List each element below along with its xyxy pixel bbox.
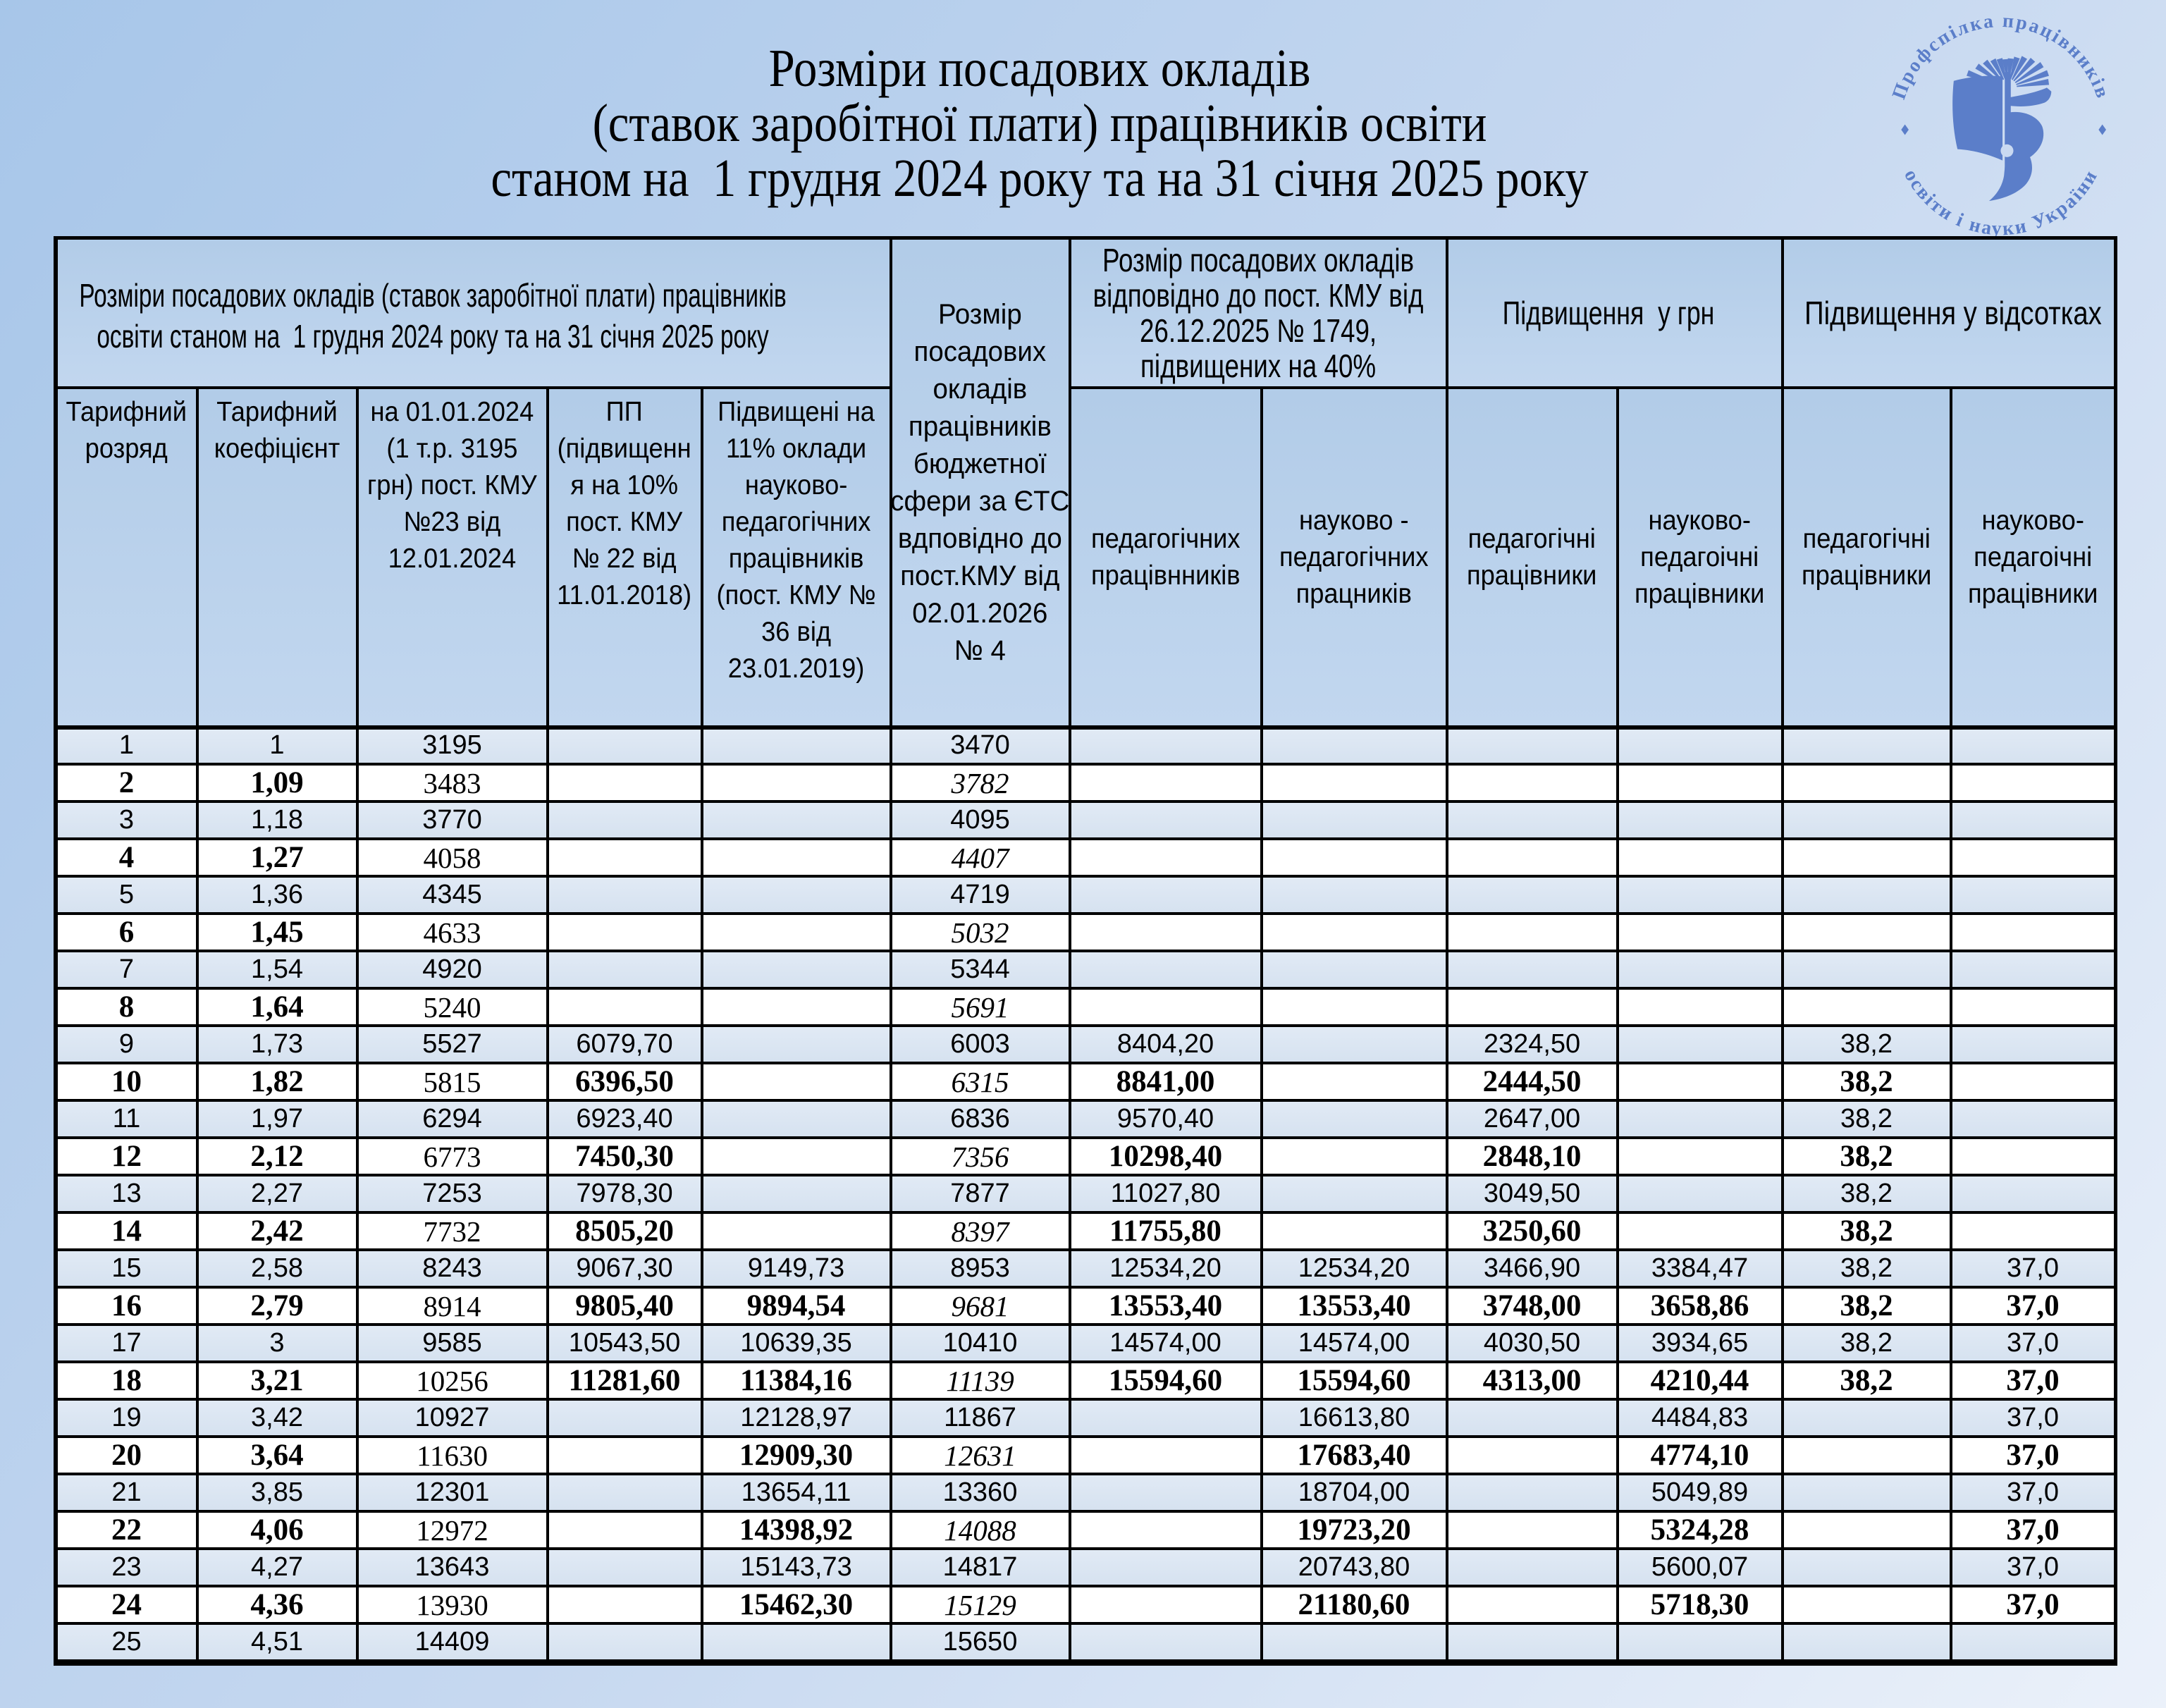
svg-text:освіти і науки України: освіти і науки України <box>1900 165 2102 239</box>
